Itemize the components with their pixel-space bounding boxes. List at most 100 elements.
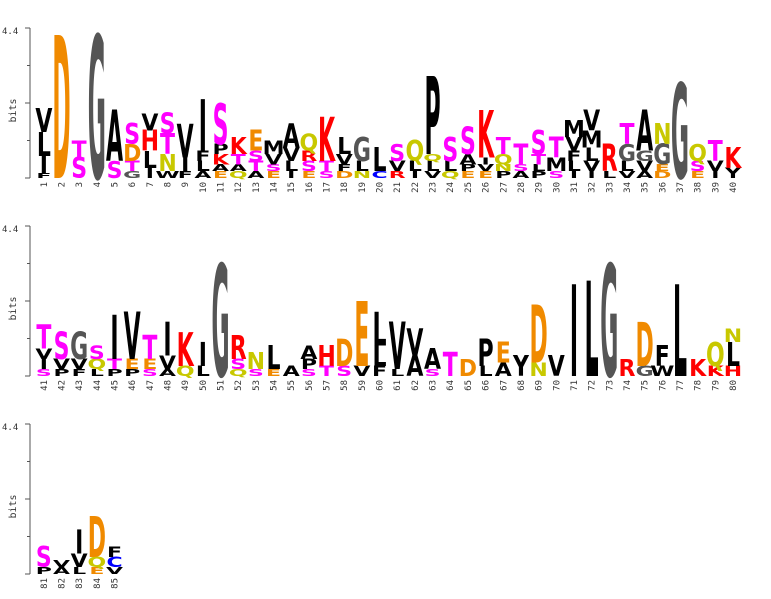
logo-letter: N — [529, 359, 547, 381]
position-label: 26 — [482, 182, 492, 193]
logo-letter: E — [496, 337, 511, 369]
logo-letter: P — [212, 142, 228, 158]
position-label: 37 — [676, 182, 686, 193]
position-label: 6 — [128, 182, 138, 187]
logo-letter: Y — [724, 166, 742, 182]
logo-letter: Q — [300, 130, 319, 157]
logo-column: AVI 48 — [159, 312, 176, 391]
logo-letter: S — [301, 159, 317, 175]
logo-letter: V — [353, 364, 371, 380]
logo-letter: V — [636, 159, 654, 175]
logo-letter: V — [548, 350, 565, 382]
position-label: 13 — [252, 182, 262, 193]
logo-letter: S — [531, 124, 547, 163]
logo-letter: A — [159, 367, 176, 378]
position-label: 23 — [429, 182, 439, 193]
logo-letter: V — [159, 352, 176, 374]
position-label: 74 — [623, 380, 633, 391]
logo-column: YK 40 — [724, 142, 743, 193]
logo-letter: A — [636, 169, 653, 180]
logo-letter: Q — [229, 367, 248, 378]
logo-letter: L — [196, 159, 210, 175]
logo-column: FIV 9 — [177, 114, 194, 187]
logo-letter: A — [194, 169, 211, 180]
logo-letter: M — [581, 127, 603, 154]
logo-letter: I — [110, 303, 118, 373]
position-label: 11 — [217, 182, 227, 193]
logo-letter: Q — [706, 335, 725, 374]
logo-letter: K — [212, 152, 230, 168]
logo-letter: T — [319, 159, 335, 175]
logo-column: WF 76 — [650, 340, 674, 391]
logo-letter: V — [283, 144, 300, 166]
logo-letter: T — [248, 159, 264, 175]
position-label: 65 — [464, 380, 474, 391]
logo-letter: H — [141, 125, 159, 157]
logo-letter: Q — [229, 169, 248, 180]
logo-letter: L — [726, 335, 740, 374]
logo-column: QSR 52 — [229, 328, 248, 390]
logo-letter: N — [158, 151, 176, 178]
position-label: 76 — [658, 380, 668, 391]
position-label: 46 — [128, 380, 138, 391]
logo-row: 4.4bitsSIVT41PVS42FVG43LQS44PTI45PEV46SE… — [2, 225, 742, 412]
logo-column: PVS 42 — [53, 326, 71, 391]
position-label: 52 — [234, 380, 244, 391]
logo-letter: T — [125, 159, 141, 175]
position-label: 28 — [517, 182, 527, 193]
logo-column: PTI 45 — [106, 303, 122, 391]
logo-column: ILQ 22 — [406, 135, 425, 192]
logo-letter: P — [36, 565, 52, 576]
logo-column: ESQ 38 — [688, 140, 707, 192]
logo-letter: K — [230, 134, 248, 161]
logo-letter: P — [106, 367, 122, 378]
position-label: 41 — [40, 380, 50, 391]
position-label: 29 — [535, 182, 545, 193]
position-label: 61 — [393, 380, 403, 391]
logo-letter: S — [460, 121, 476, 164]
logo-letter: V — [618, 169, 635, 180]
position-label: 45 — [111, 380, 121, 391]
logo-letter: L — [620, 159, 634, 175]
logo-letter: I — [570, 260, 578, 406]
position-label: 85 — [111, 578, 121, 589]
logo-letter: I — [163, 312, 171, 367]
logo-letter: L — [90, 367, 104, 378]
logo-letter: F — [36, 172, 51, 180]
logo-column: D65 — [459, 355, 477, 390]
position-label: 53 — [252, 380, 262, 391]
logo-letter: L — [373, 141, 387, 180]
logo-letter: D — [88, 506, 106, 572]
logo-letter: V — [424, 169, 441, 180]
y-max-label: 4.4 — [2, 423, 18, 433]
logo-letter: S — [36, 542, 52, 574]
logo-letter: S — [319, 169, 335, 180]
position-label: 48 — [164, 380, 174, 391]
logo-column: FLL 60 — [372, 302, 387, 391]
logo-column: AV 82 — [53, 558, 70, 589]
position-label: 18 — [340, 182, 350, 193]
logo-column: SA 63 — [424, 344, 441, 391]
logo-letter: F — [178, 169, 193, 180]
logo-letter: S — [425, 367, 441, 378]
logo-letter: L — [585, 256, 599, 408]
position-label: 1 — [40, 182, 50, 187]
logo-letter: S — [230, 357, 246, 373]
logo-column: I71 — [570, 260, 580, 406]
logo-letter: E — [301, 169, 316, 180]
logo-letter: L — [72, 565, 86, 576]
logo-letter: V — [35, 101, 52, 140]
logo-letter: D — [52, 0, 70, 224]
logo-letter: V — [265, 152, 283, 168]
logo-column: PEV 46 — [124, 299, 141, 391]
position-label: 77 — [676, 380, 686, 391]
logo-column: TH 57 — [317, 340, 335, 391]
position-label: 2 — [58, 182, 68, 187]
logo-letter: I — [287, 169, 295, 180]
logo-letter: I — [481, 156, 489, 167]
logo-letter: L — [37, 125, 51, 164]
